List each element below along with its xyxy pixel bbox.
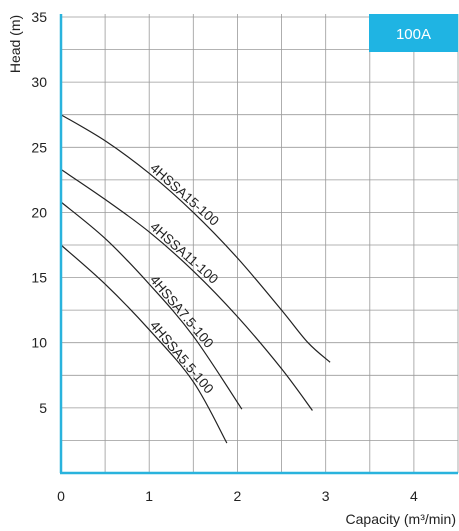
curve-line bbox=[60, 244, 228, 444]
badge-label: 100A bbox=[396, 26, 431, 43]
x-axis-title: Capacity (m³/min) bbox=[346, 511, 456, 527]
axes bbox=[59, 14, 458, 475]
y-tick-label: 10 bbox=[31, 335, 47, 351]
x-tick-label: 2 bbox=[234, 488, 242, 504]
performance-curves: 4HSSA15-1004HSSA11-1004HSSA7.5-1004HSSA5… bbox=[60, 114, 331, 444]
x-tick-label: 4 bbox=[410, 488, 418, 504]
y-tick-label: 20 bbox=[31, 204, 47, 220]
curve-line bbox=[60, 168, 313, 411]
curve-label: 4HSSA15-100 bbox=[147, 160, 222, 228]
y-tick-label: 25 bbox=[31, 139, 47, 155]
badge-background bbox=[369, 14, 458, 52]
grid bbox=[61, 14, 459, 473]
badge: 100A bbox=[369, 14, 458, 52]
y-tick-label: 35 bbox=[31, 9, 47, 25]
x-tick-label: 3 bbox=[322, 488, 330, 504]
y-tick-label: 15 bbox=[31, 270, 47, 286]
curve-line bbox=[60, 201, 243, 410]
y-tick-label: 30 bbox=[31, 74, 47, 90]
tick-labels: 0 1 2 3 4 5 10 15 20 25 30 35 bbox=[31, 9, 418, 504]
y-axis-title: Head (m) bbox=[7, 15, 23, 73]
x-tick-label: 1 bbox=[145, 488, 153, 504]
curve-line bbox=[60, 114, 331, 363]
y-tick-label: 5 bbox=[39, 400, 47, 416]
x-tick-label: 0 bbox=[57, 488, 65, 504]
